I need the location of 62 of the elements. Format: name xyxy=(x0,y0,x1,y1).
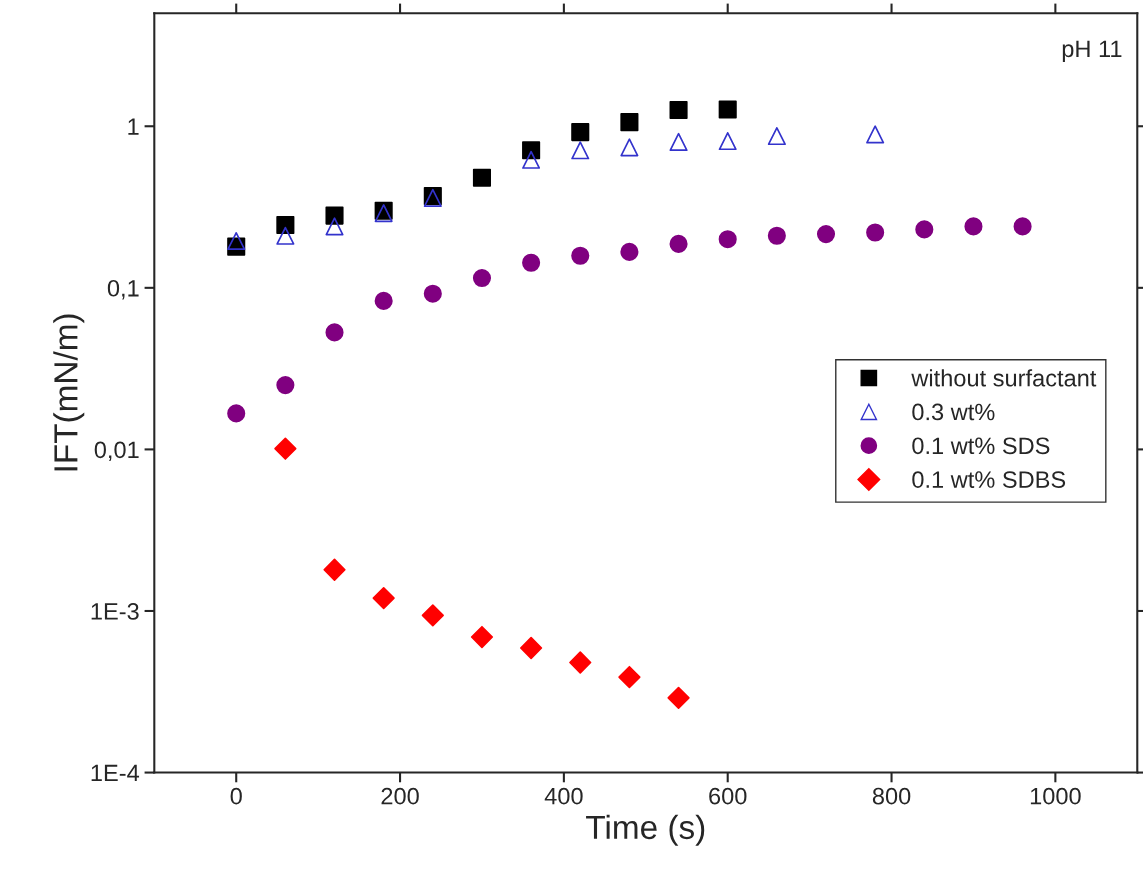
point xyxy=(569,651,592,674)
point xyxy=(421,604,444,627)
point xyxy=(472,168,492,187)
annotation: pH 11 xyxy=(1062,40,1122,62)
point xyxy=(669,100,688,120)
point xyxy=(276,215,295,235)
point xyxy=(374,291,393,310)
point xyxy=(372,587,395,610)
point xyxy=(325,217,344,236)
point xyxy=(767,126,786,146)
y-axis-title: IFT(mN/m) xyxy=(53,314,85,471)
point xyxy=(1013,217,1032,236)
point xyxy=(915,220,934,239)
legend-label: 0.3 wt% xyxy=(912,403,995,421)
point xyxy=(866,125,885,144)
point xyxy=(718,131,737,151)
point xyxy=(522,150,541,169)
legend-label: without surfactant xyxy=(911,369,1097,387)
point xyxy=(227,231,246,251)
legend-label: 0.1 wt% SDBS xyxy=(912,471,1066,488)
x-axis-title: Time (s) xyxy=(586,814,705,846)
point xyxy=(423,284,442,303)
legend-label: 0.1 wt% SDS xyxy=(912,437,1050,455)
y-tick-label: 0,01 xyxy=(94,441,139,461)
point xyxy=(276,226,295,245)
point xyxy=(669,132,688,151)
point xyxy=(472,268,492,288)
point xyxy=(470,625,494,649)
x-tick-label: 200 xyxy=(381,787,419,805)
point xyxy=(571,123,590,142)
point xyxy=(667,686,690,709)
point xyxy=(323,558,346,581)
y-tick-label: 0,1 xyxy=(107,279,139,300)
point xyxy=(276,376,295,395)
y-tick-label: 1E-3 xyxy=(91,603,139,620)
point xyxy=(325,323,344,342)
point xyxy=(522,253,541,272)
point xyxy=(274,437,297,460)
point xyxy=(227,404,246,423)
point xyxy=(816,225,836,244)
point xyxy=(522,141,541,160)
point xyxy=(519,636,543,660)
point xyxy=(620,242,639,261)
y-tick-label: 1E-4 xyxy=(91,764,140,782)
y-tick-label: 1 xyxy=(128,118,139,135)
point xyxy=(571,141,590,160)
point xyxy=(669,234,688,253)
x-tick-label: 600 xyxy=(709,787,747,805)
point xyxy=(718,230,737,249)
point xyxy=(866,223,885,242)
point xyxy=(767,226,786,245)
point xyxy=(964,217,983,236)
point xyxy=(618,665,641,689)
x-tick-label: 1000 xyxy=(1030,787,1081,805)
x-tick-label: 0 xyxy=(230,787,242,805)
point xyxy=(571,246,590,265)
point xyxy=(620,138,639,157)
point xyxy=(718,100,737,119)
x-tick-label: 400 xyxy=(544,787,583,805)
point xyxy=(325,206,344,225)
x-tick-label: 800 xyxy=(872,787,911,805)
point xyxy=(620,113,639,132)
